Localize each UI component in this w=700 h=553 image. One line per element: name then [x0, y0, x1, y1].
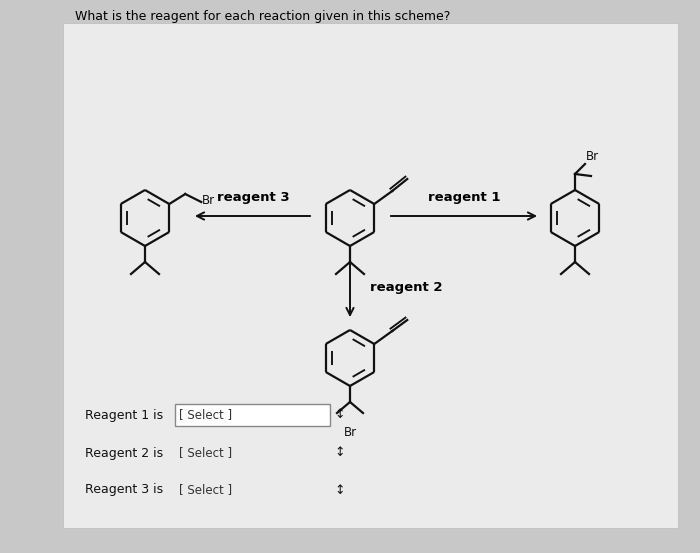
Text: Br: Br — [202, 195, 216, 207]
Text: reagent 2: reagent 2 — [370, 281, 442, 295]
FancyBboxPatch shape — [63, 23, 678, 528]
Text: reagent 1: reagent 1 — [428, 191, 500, 204]
Text: [ Select ]: [ Select ] — [179, 446, 232, 460]
Text: Reagent 3 is: Reagent 3 is — [85, 483, 163, 497]
Text: Reagent 1 is: Reagent 1 is — [85, 409, 163, 421]
Text: ↕: ↕ — [335, 409, 345, 421]
Text: [ Select ]: [ Select ] — [179, 483, 232, 497]
Text: Reagent 2 is: Reagent 2 is — [85, 446, 163, 460]
Text: [ Select ]: [ Select ] — [179, 409, 232, 421]
Text: What is the reagent for each reaction given in this scheme?: What is the reagent for each reaction gi… — [75, 10, 450, 23]
Text: ↕: ↕ — [335, 446, 345, 460]
FancyBboxPatch shape — [175, 404, 330, 426]
Text: Br: Br — [586, 150, 599, 163]
Text: Br: Br — [344, 426, 356, 439]
Text: reagent 3: reagent 3 — [217, 191, 289, 204]
Text: ↕: ↕ — [335, 483, 345, 497]
